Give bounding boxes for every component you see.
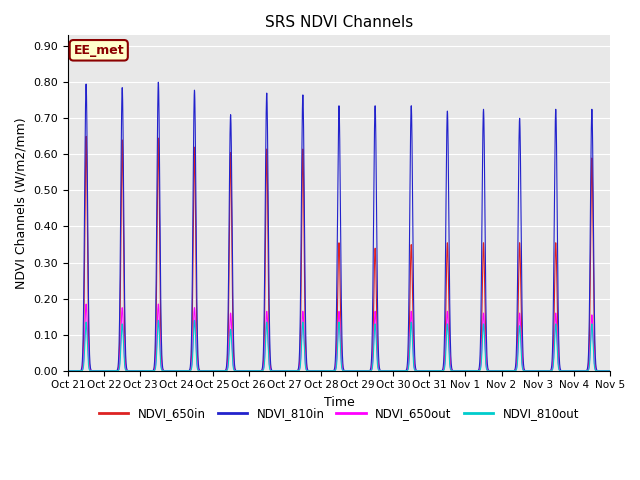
NDVI_810out xyxy=(154,317,162,323)
NDVI_810out xyxy=(491,368,499,373)
NDVI_650in xyxy=(604,368,612,373)
NDVI_810out xyxy=(414,368,422,373)
NDVI_810in xyxy=(491,368,499,373)
NDVI_650out xyxy=(491,368,499,373)
NDVI_810in xyxy=(604,368,612,373)
Line: NDVI_650in: NDVI_650in xyxy=(68,136,610,371)
NDVI_810in xyxy=(267,364,275,370)
NDVI_810in xyxy=(64,368,72,373)
NDVI_810out xyxy=(604,368,612,373)
NDVI_810in xyxy=(414,368,422,373)
NDVI_810in xyxy=(175,368,182,373)
NDVI_810out xyxy=(180,368,188,373)
NDVI_810out xyxy=(267,368,275,373)
Line: NDVI_810in: NDVI_810in xyxy=(68,82,610,371)
Line: NDVI_650out: NDVI_650out xyxy=(68,304,610,371)
NDVI_650out xyxy=(175,368,182,373)
NDVI_650in xyxy=(491,368,499,373)
NDVI_810in xyxy=(154,79,162,85)
NDVI_650out xyxy=(414,368,422,373)
NDVI_650in xyxy=(64,368,72,373)
Legend: NDVI_650in, NDVI_810in, NDVI_650out, NDVI_810out: NDVI_650in, NDVI_810in, NDVI_650out, NDV… xyxy=(94,403,584,425)
NDVI_650out xyxy=(267,368,275,373)
NDVI_650in xyxy=(180,368,188,373)
NDVI_810out xyxy=(64,368,72,373)
Line: NDVI_810out: NDVI_810out xyxy=(68,320,610,371)
NDVI_650out xyxy=(606,368,614,373)
NDVI_810out xyxy=(175,368,182,373)
NDVI_650in xyxy=(606,368,614,373)
NDVI_810in xyxy=(606,368,614,373)
NDVI_650out xyxy=(83,301,90,307)
Y-axis label: NDVI Channels (W/m2/mm): NDVI Channels (W/m2/mm) xyxy=(15,117,28,289)
Text: EE_met: EE_met xyxy=(74,44,124,57)
NDVI_650out xyxy=(604,368,612,373)
NDVI_650in xyxy=(83,133,90,139)
X-axis label: Time: Time xyxy=(324,396,355,409)
NDVI_650in xyxy=(175,368,182,373)
NDVI_650out xyxy=(180,368,188,373)
NDVI_650in xyxy=(414,368,422,373)
NDVI_650out xyxy=(64,368,72,373)
NDVI_810out xyxy=(606,368,614,373)
Title: SRS NDVI Channels: SRS NDVI Channels xyxy=(265,15,413,30)
NDVI_810in xyxy=(180,368,188,373)
NDVI_650in xyxy=(267,367,275,373)
